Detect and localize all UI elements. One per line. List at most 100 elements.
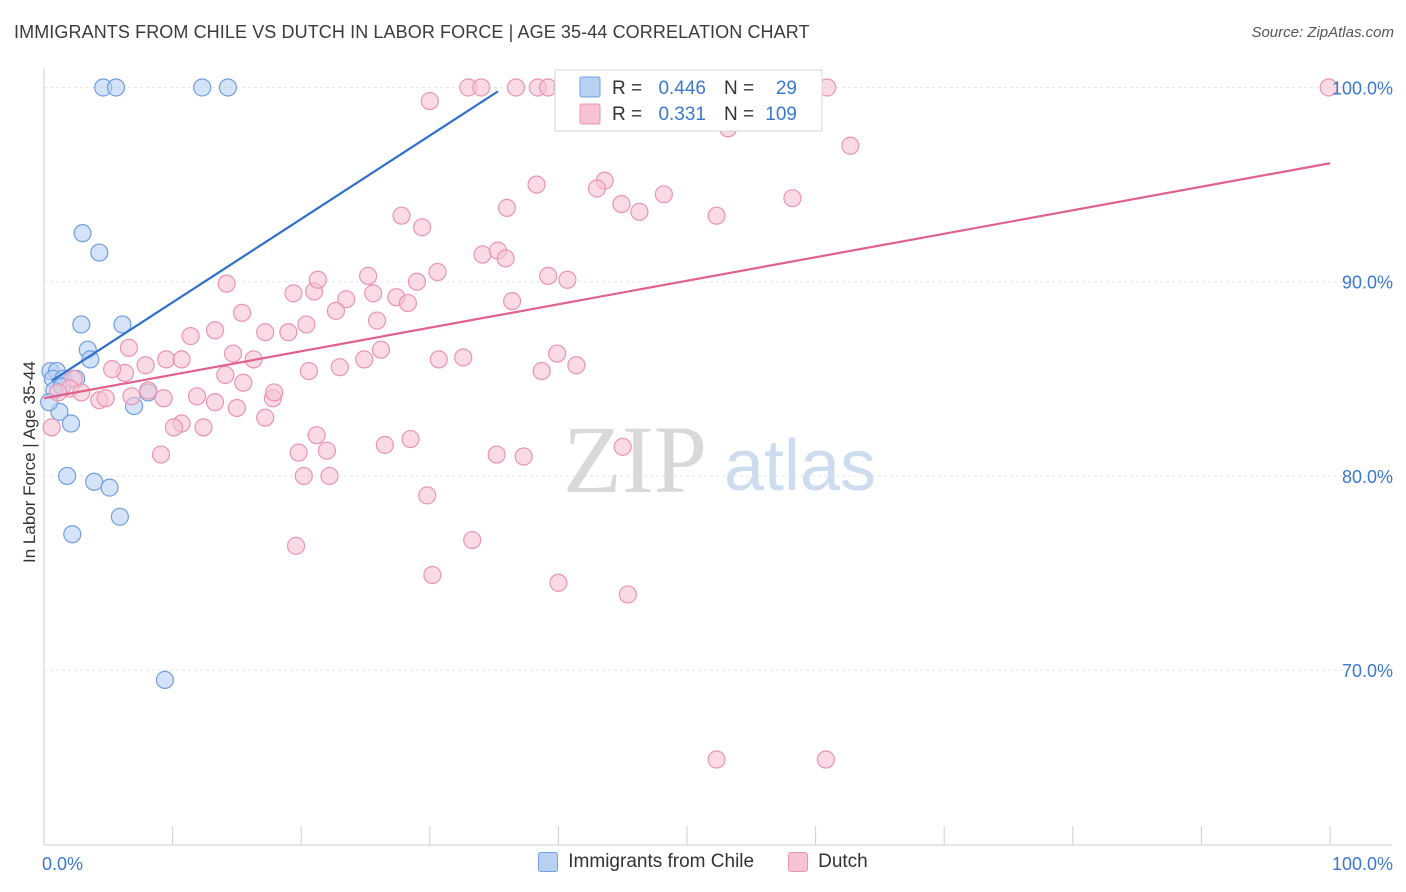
chile-point xyxy=(61,414,81,433)
dutch-point xyxy=(164,418,183,437)
dutch-point xyxy=(618,585,637,604)
dutch-point xyxy=(119,338,138,357)
x-tick-label: 100.0% xyxy=(1332,854,1393,874)
dutch-point xyxy=(1319,78,1338,97)
chile-point xyxy=(58,466,77,486)
chile-point xyxy=(155,670,174,689)
dutch-point xyxy=(367,311,387,330)
dutch-point xyxy=(217,274,236,293)
dutch-point xyxy=(154,389,173,408)
chile-point xyxy=(106,78,126,97)
dutch-point xyxy=(418,486,437,505)
dutch-point xyxy=(392,206,411,225)
dutch-point xyxy=(122,387,141,406)
dutch-point xyxy=(232,303,252,322)
dutch-point xyxy=(355,350,374,369)
dutch-point xyxy=(423,565,442,585)
dutch-point xyxy=(487,445,506,464)
dutch-point xyxy=(297,315,316,334)
dutch-point xyxy=(205,393,225,412)
dutch-point xyxy=(299,361,319,381)
dutch-point xyxy=(527,175,546,194)
dutch-point xyxy=(567,356,586,375)
stats-pink-swatch xyxy=(579,103,601,125)
dutch-point xyxy=(401,429,420,449)
dutch-point xyxy=(307,426,326,445)
dutch-point xyxy=(151,445,171,464)
dutch-point xyxy=(613,437,632,456)
tick-labels: 100.0% 90.0% 80.0% 70.0% 0.0% 100.0% xyxy=(42,78,1393,874)
dutch-point xyxy=(317,441,337,460)
dutch-point xyxy=(428,262,447,282)
chile-point xyxy=(72,315,91,334)
chile-point xyxy=(63,525,82,544)
dutch-point xyxy=(398,293,418,313)
dutch-point xyxy=(503,292,522,311)
dutch-point xyxy=(157,350,176,369)
chile-point xyxy=(193,78,212,97)
dutch-point xyxy=(429,350,448,369)
dutch-point xyxy=(216,365,235,385)
dutch-point xyxy=(473,245,492,264)
stats-pink-r-label: R = xyxy=(612,104,642,125)
dutch-point xyxy=(497,198,517,218)
dutch-point xyxy=(630,202,649,221)
trend-lines xyxy=(43,90,1331,400)
stats-pink-n-label: N = xyxy=(724,104,754,125)
dutch-point xyxy=(514,447,533,466)
dutch-point xyxy=(194,418,213,437)
watermark-zip: ZIP xyxy=(563,406,707,513)
dutch-point xyxy=(454,348,473,367)
dutch-point xyxy=(234,373,253,392)
dutch-point xyxy=(96,389,115,408)
dutch-point xyxy=(532,361,551,381)
dutch-point xyxy=(407,272,427,291)
dutch-point xyxy=(139,381,158,400)
dutch-point xyxy=(841,136,860,155)
dutch-point xyxy=(136,356,155,375)
legend-item-dutch[interactable]: Dutch xyxy=(788,851,868,873)
chile-point xyxy=(100,478,119,497)
legend-swatch-pink xyxy=(788,852,809,872)
axes xyxy=(43,68,1392,846)
dutch-point xyxy=(548,344,567,363)
source-credit: Source: ZipAtlas.com xyxy=(1251,24,1394,41)
dutch-point xyxy=(289,443,308,462)
dutch-point xyxy=(654,185,673,204)
stats-blue-n-label: N = xyxy=(724,78,754,99)
dutch-point xyxy=(783,189,802,208)
dutch-point xyxy=(420,91,439,111)
x-tick-label: 0.0% xyxy=(42,854,83,874)
dutch-point xyxy=(42,418,61,437)
chile-point xyxy=(113,315,132,334)
stats-blue-r: 0.446 xyxy=(658,78,706,99)
dutch-point xyxy=(558,270,577,289)
dutch-point xyxy=(371,340,391,359)
dutch-point xyxy=(284,284,303,303)
dutch-point xyxy=(587,179,607,198)
stats-blue-r-label: R = xyxy=(612,78,642,99)
dutch-point xyxy=(103,360,122,379)
y-tick-label: 70.0% xyxy=(1342,661,1393,681)
dutch-point xyxy=(816,750,835,769)
dutch-point xyxy=(707,206,726,225)
dutch-point xyxy=(612,194,631,214)
dutch-point xyxy=(496,249,515,268)
y-tick-label: 80.0% xyxy=(1342,467,1393,487)
dutch-point xyxy=(256,323,275,342)
dutch-point xyxy=(256,408,275,427)
stats-blue-n: 29 xyxy=(776,78,797,99)
dutch-point xyxy=(172,350,191,369)
dutch-point xyxy=(320,466,339,486)
dutch-point xyxy=(187,387,207,406)
legend-item-chile[interactable]: Immigrants from Chile xyxy=(538,851,754,873)
dutch-point xyxy=(181,327,200,346)
chile-point xyxy=(110,507,129,526)
dutch-point xyxy=(463,530,482,550)
dutch-point xyxy=(358,266,378,285)
dutch-point xyxy=(265,383,284,402)
dutch-point xyxy=(506,78,526,97)
dutch-point xyxy=(330,358,349,377)
y-tick-label: 90.0% xyxy=(1342,273,1393,293)
dutch-point xyxy=(308,270,328,289)
